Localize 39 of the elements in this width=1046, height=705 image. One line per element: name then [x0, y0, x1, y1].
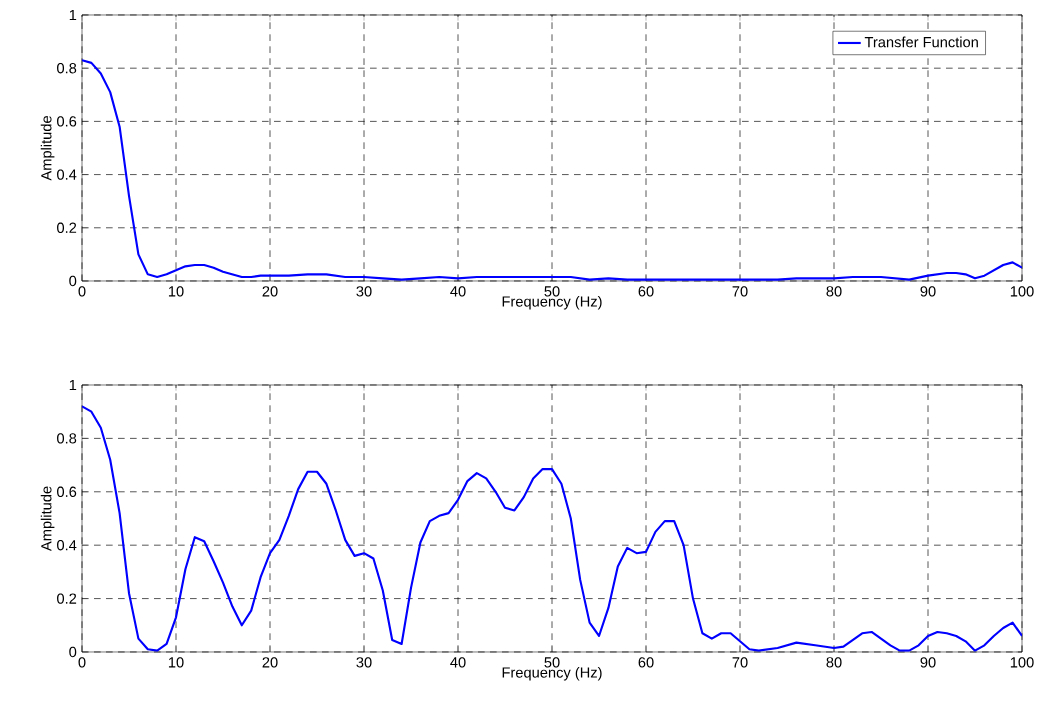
x-tick-label: 50: [544, 657, 560, 668]
y-tick-label: 0: [69, 275, 77, 287]
x-tick-label: 30: [356, 286, 372, 297]
x-tick-label: 80: [826, 657, 842, 668]
x-tick-label: 10: [168, 657, 184, 668]
y-tick-label: 0.6: [57, 486, 77, 497]
x-tick-label: 20: [262, 286, 278, 297]
x-tick-label: 100: [1010, 286, 1034, 297]
legend-label: Transfer Function: [864, 36, 978, 48]
x-tick-label: 70: [732, 286, 748, 297]
x-tick-label: 0: [78, 286, 86, 297]
x-tick-label: 60: [638, 286, 654, 297]
y-tick-label: 0.8: [57, 63, 77, 74]
x-tick-label: 50: [544, 286, 560, 297]
y-axis-title: Amplitude: [40, 116, 55, 181]
x-tick-label: 20: [262, 657, 278, 668]
x-axis-title: Frequency (Hz): [502, 666, 602, 681]
y-tick-label: 0.4: [57, 540, 77, 551]
x-tick-label: 30: [356, 657, 372, 668]
x-tick-label: 80: [826, 286, 842, 297]
x-tick-label: 0: [78, 657, 86, 668]
x-tick-label: 60: [638, 657, 654, 668]
y-tick-label: 0.6: [57, 116, 77, 127]
y-tick-label: 0: [69, 646, 77, 658]
x-tick-label: 90: [920, 286, 936, 297]
y-tick-label: 1: [69, 379, 77, 391]
y-tick-label: 0.2: [57, 222, 77, 233]
x-tick-label: 100: [1010, 657, 1034, 668]
x-tick-label: 70: [732, 657, 748, 668]
x-tick-label: 10: [168, 286, 184, 297]
x-tick-label: 40: [450, 657, 466, 668]
y-tick-label: 0.2: [57, 593, 77, 604]
y-tick-label: 1: [69, 9, 77, 21]
y-tick-label: 0.4: [57, 169, 77, 180]
y-axis-title: Amplitude: [40, 486, 55, 552]
y-tick-label: 0.8: [57, 433, 77, 444]
x-tick-label: 90: [920, 657, 936, 668]
x-tick-label: 40: [450, 286, 466, 297]
x-axis-title: Frequency (Hz): [502, 295, 602, 310]
